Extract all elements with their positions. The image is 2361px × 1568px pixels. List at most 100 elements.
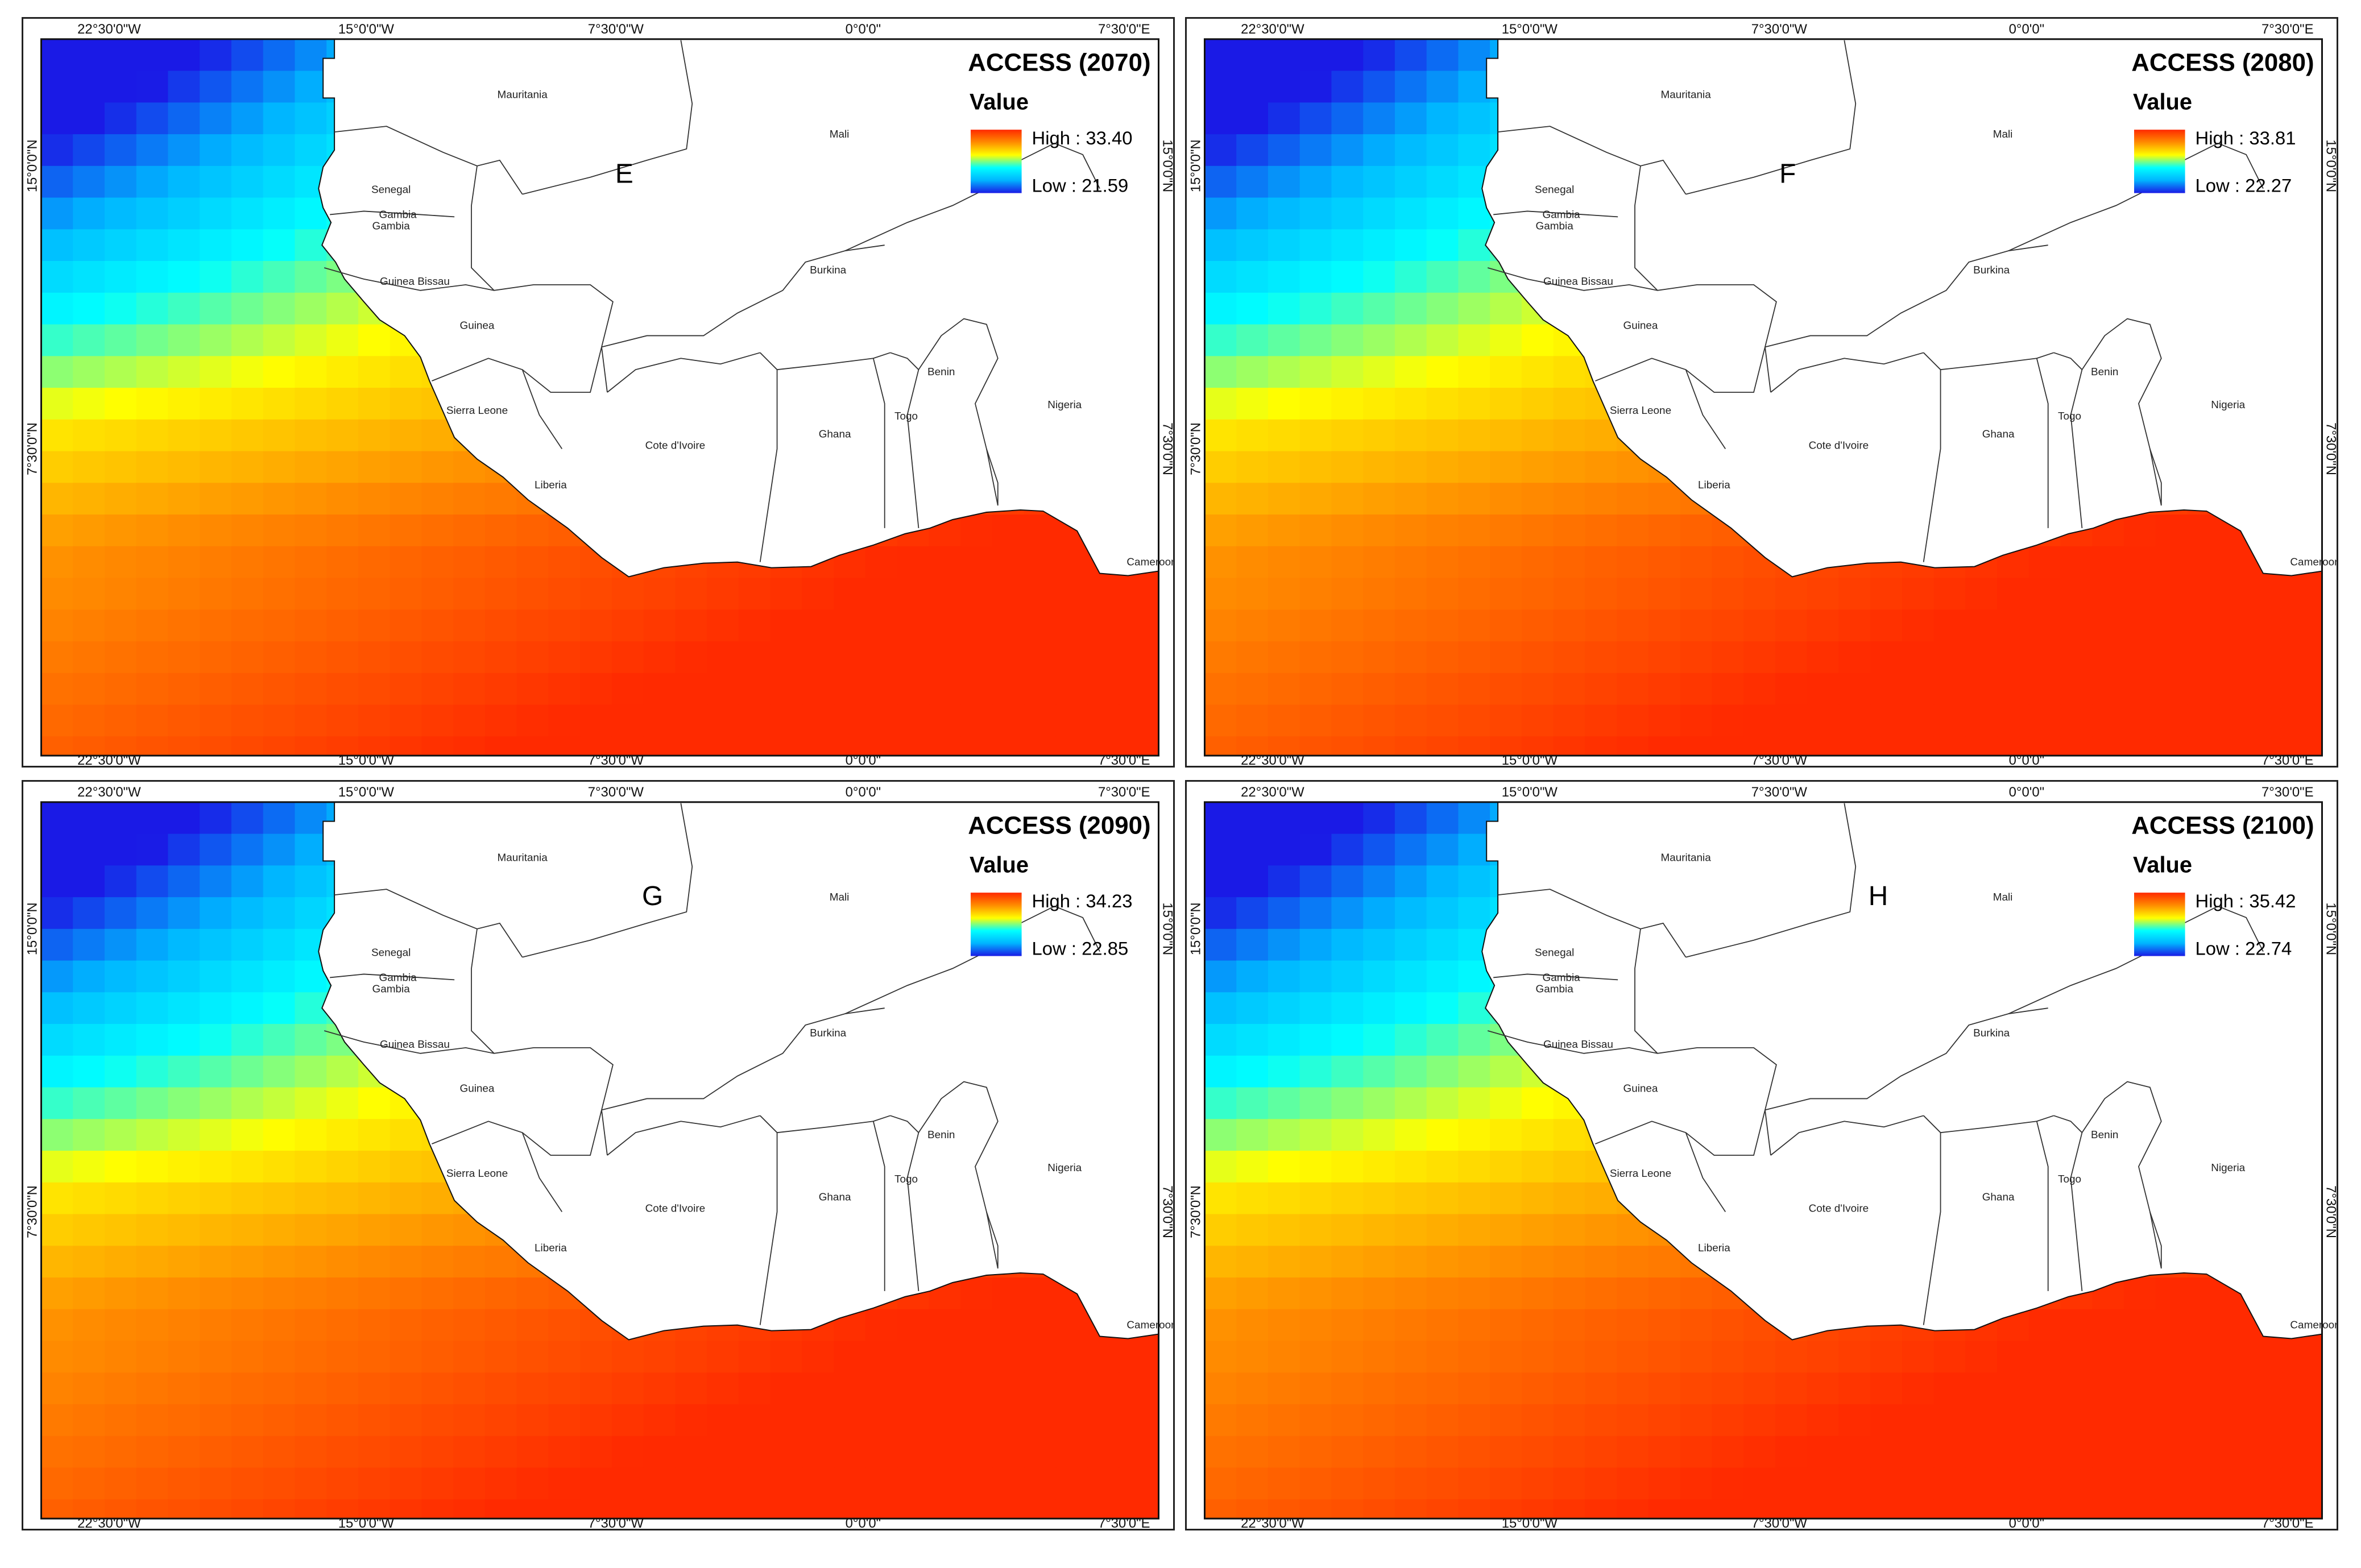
land-mask bbox=[1481, 39, 2322, 578]
axis-label-bottom: 22°30'0"W bbox=[77, 753, 141, 766]
country-label: Gambia bbox=[1543, 972, 1581, 984]
country-label: Gambia bbox=[379, 972, 417, 984]
country-label: Burkina bbox=[1973, 1027, 2010, 1039]
legend-low: Low : 22.27 bbox=[2196, 175, 2292, 196]
country-label: Mali bbox=[830, 128, 850, 140]
legend-heading: Value bbox=[2133, 852, 2192, 877]
country-borders bbox=[1487, 40, 2264, 562]
country-label: Togo bbox=[2058, 410, 2081, 422]
panel-title: ACCESS (2090) bbox=[968, 812, 1150, 840]
axis-label-top: 7°30'0"W bbox=[588, 22, 644, 37]
country-label: Mauritania bbox=[497, 89, 548, 101]
axis-label-top: 7°30'0"W bbox=[1751, 785, 1808, 800]
axis-label-bottom: 7°30'0"E bbox=[1098, 753, 1150, 766]
axis-label-left: 15°0'0"N bbox=[25, 902, 40, 955]
panel-letter: E bbox=[615, 159, 633, 189]
country-label: Guinea bbox=[1623, 320, 1658, 332]
axis-label-right: 7°30'0"N bbox=[1159, 1185, 1173, 1238]
panel-title: ACCESS (2070) bbox=[968, 49, 1150, 77]
country-label: Guinea Bissau bbox=[1543, 1039, 1613, 1051]
country-label: Mali bbox=[1993, 891, 2013, 903]
axis-label-bottom: 7°30'0"W bbox=[1751, 753, 1808, 766]
legend-ramp bbox=[971, 893, 1022, 956]
axis-label-right: 7°30'0"N bbox=[1159, 422, 1173, 475]
panel-title: ACCESS (2100) bbox=[2131, 812, 2314, 840]
land-mask bbox=[318, 802, 1159, 1341]
country-label: Ghana bbox=[819, 429, 851, 441]
country-label: Ghana bbox=[819, 1192, 851, 1204]
axis-label-top: 0°0'0" bbox=[2009, 785, 2044, 800]
map-panel: Mauritania Mali Senegal Gambia Gambia Guinea … bbox=[1185, 780, 2338, 1530]
axis-label-top: 7°30'0"W bbox=[1751, 22, 1808, 37]
country-label: Senegal bbox=[371, 184, 411, 196]
axis-label-bottom: 7°30'0"E bbox=[1098, 1516, 1150, 1529]
country-label: Benin bbox=[2091, 1129, 2118, 1141]
country-label: Senegal bbox=[371, 947, 411, 959]
map-frame bbox=[40, 801, 1159, 1520]
country-label: Liberia bbox=[535, 479, 567, 491]
axis-label-bottom: 0°0'0" bbox=[846, 753, 881, 766]
land-mask bbox=[318, 39, 1159, 578]
country-label: Benin bbox=[927, 1129, 955, 1141]
axis-label-bottom: 7°30'0"E bbox=[2261, 753, 2314, 766]
country-label: Gambia bbox=[372, 220, 411, 232]
country-label: Cote d'Ivoire bbox=[645, 1203, 706, 1215]
axis-label-bottom: 7°30'0"E bbox=[2261, 1516, 2314, 1529]
country-label: Nigeria bbox=[2211, 1162, 2245, 1174]
axis-label-right: 15°0'0"N bbox=[1159, 902, 1173, 955]
country-label: Mali bbox=[1993, 128, 2013, 140]
axis-label-bottom: 15°0'0"W bbox=[338, 753, 395, 766]
country-label: Nigeria bbox=[1047, 1162, 1082, 1174]
country-label: Liberia bbox=[535, 1242, 567, 1254]
country-label: Mali bbox=[830, 891, 850, 903]
axis-label-left: 7°30'0"N bbox=[25, 422, 40, 475]
axis-label-top: 7°30'0"E bbox=[1098, 22, 1150, 37]
country-label: Sierra Leone bbox=[1610, 1168, 1671, 1180]
legend-high: High : 35.42 bbox=[2196, 890, 2296, 911]
axis-label-top: 22°30'0"W bbox=[1241, 785, 1304, 800]
legend-high: High : 33.81 bbox=[2196, 127, 2296, 148]
country-label: Sierra Leone bbox=[446, 405, 508, 417]
country-label: Burkina bbox=[810, 1027, 847, 1039]
axis-label-bottom: 15°0'0"W bbox=[338, 1516, 395, 1529]
panel-letter: H bbox=[1869, 881, 1888, 911]
legend-ramp bbox=[971, 130, 1022, 193]
country-label: Ghana bbox=[1982, 429, 2015, 441]
country-label: Senegal bbox=[1535, 947, 1574, 959]
axis-label-left: 15°0'0"N bbox=[1188, 139, 1204, 192]
country-label: Sierra Leone bbox=[1610, 405, 1671, 417]
map-panel: Mauritania Mali Senegal Gambia Gambia Guinea … bbox=[22, 17, 1175, 768]
country-label: Gambia bbox=[1543, 209, 1581, 221]
map-panel: Mauritania Mali Senegal Gambia Gambia Guinea … bbox=[22, 780, 1175, 1530]
legend-ramp bbox=[2134, 893, 2185, 956]
axis-label-top: 7°30'0"E bbox=[2261, 22, 2314, 37]
country-label: Mauritania bbox=[1660, 852, 1711, 864]
country-label: Liberia bbox=[1698, 1242, 1730, 1254]
country-label: Liberia bbox=[1698, 479, 1730, 491]
country-label: Benin bbox=[927, 366, 955, 378]
legend-low: Low : 21.59 bbox=[1032, 175, 1129, 196]
axis-label-right: 15°0'0"N bbox=[2323, 902, 2337, 955]
map-panel: Mauritania Mali Senegal Gambia Gambia Guinea … bbox=[1185, 17, 2338, 768]
country-label: Cameroon bbox=[1126, 557, 1173, 569]
axis-label-bottom: 7°30'0"W bbox=[588, 753, 644, 766]
axis-label-bottom: 0°0'0" bbox=[846, 1516, 881, 1529]
axis-label-bottom: 7°30'0"W bbox=[1751, 1516, 1808, 1529]
legend-heading: Value bbox=[970, 89, 1029, 114]
axis-label-bottom: 15°0'0"W bbox=[1502, 1516, 1558, 1529]
country-label: Sierra Leone bbox=[446, 1168, 508, 1180]
axis-label-top: 15°0'0"W bbox=[1502, 785, 1558, 800]
axis-label-left: 15°0'0"N bbox=[25, 139, 40, 192]
country-label: Cote d'Ivoire bbox=[1809, 440, 1869, 452]
axis-label-bottom: 0°0'0" bbox=[2009, 753, 2044, 766]
axis-label-right: 7°30'0"N bbox=[2323, 1185, 2337, 1238]
axis-label-right: 15°0'0"N bbox=[2323, 139, 2337, 192]
legend-low: Low : 22.74 bbox=[2196, 938, 2292, 959]
axis-label-left: 7°30'0"N bbox=[1188, 422, 1204, 475]
country-borders bbox=[324, 803, 1100, 1325]
legend-heading: Value bbox=[970, 852, 1029, 877]
map-frame bbox=[40, 38, 1159, 757]
